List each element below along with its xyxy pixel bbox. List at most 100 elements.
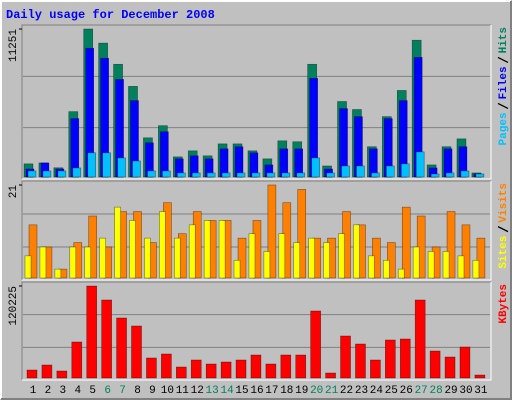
bar bbox=[235, 359, 247, 379]
x-tick-label: 1 bbox=[30, 385, 37, 397]
panel-edge-dark bbox=[21, 281, 491, 380]
legend-entry: KBytes bbox=[498, 284, 510, 324]
x-tick-label: 13 bbox=[206, 385, 219, 397]
bar bbox=[205, 363, 217, 379]
bar bbox=[266, 172, 276, 178]
bar bbox=[146, 357, 157, 379]
bar bbox=[341, 165, 350, 178]
bar bbox=[54, 268, 62, 279]
x-tick-label: 17 bbox=[265, 385, 278, 397]
x-tick-label: 4 bbox=[74, 385, 81, 397]
bar bbox=[86, 285, 98, 379]
bar bbox=[293, 242, 301, 279]
bar bbox=[84, 246, 92, 279]
bar bbox=[427, 251, 435, 279]
bar bbox=[325, 372, 336, 379]
bar bbox=[237, 237, 247, 279]
x-tick-label: 12 bbox=[191, 385, 204, 397]
bar bbox=[295, 354, 307, 379]
bar bbox=[160, 131, 169, 178]
bar bbox=[474, 374, 486, 379]
x-tick-label: 31 bbox=[474, 385, 488, 397]
x-tick-label: 28 bbox=[430, 385, 443, 397]
bar bbox=[412, 246, 420, 279]
bar bbox=[161, 353, 172, 379]
x-tick-label: 7 bbox=[119, 385, 126, 397]
x-tick-label: 22 bbox=[340, 385, 353, 397]
bar bbox=[368, 255, 375, 279]
legend-separator bbox=[497, 102, 509, 110]
bar bbox=[233, 259, 241, 279]
bar bbox=[399, 338, 411, 379]
bar bbox=[188, 224, 196, 279]
bar bbox=[218, 220, 226, 279]
bar bbox=[159, 211, 166, 279]
bar bbox=[69, 246, 77, 279]
bar bbox=[401, 206, 411, 279]
panel-edge-light bbox=[22, 181, 492, 281]
bar bbox=[353, 224, 360, 279]
x-tick-label: 19 bbox=[295, 385, 308, 397]
bar bbox=[281, 172, 291, 178]
legend-entry: Files bbox=[498, 66, 510, 99]
legend-entry: Pages bbox=[498, 112, 510, 145]
x-tick-label: 16 bbox=[250, 385, 263, 397]
bar bbox=[297, 189, 307, 279]
bar bbox=[234, 146, 244, 178]
bar bbox=[444, 356, 456, 379]
x-tick-label: 20 bbox=[310, 385, 323, 397]
bar bbox=[400, 163, 410, 178]
bar bbox=[28, 224, 38, 279]
bar bbox=[386, 165, 395, 178]
bar bbox=[461, 224, 471, 279]
panel-edge-light bbox=[22, 282, 492, 381]
bar bbox=[371, 172, 380, 178]
bar bbox=[147, 170, 156, 178]
bar bbox=[356, 165, 365, 178]
bar bbox=[442, 251, 450, 279]
x-tick-label: 9 bbox=[149, 385, 156, 397]
y-tick-label: 11251 bbox=[8, 29, 20, 62]
bar bbox=[296, 172, 306, 178]
bar bbox=[267, 184, 277, 279]
bar bbox=[355, 343, 366, 379]
x-tick-label: 24 bbox=[370, 385, 384, 397]
x-tick-label: 10 bbox=[161, 385, 174, 397]
legend-entry: Hits bbox=[498, 27, 510, 53]
bar bbox=[460, 170, 470, 178]
bar bbox=[102, 152, 111, 178]
bar bbox=[27, 170, 37, 178]
bar bbox=[129, 220, 136, 279]
bar bbox=[429, 350, 441, 379]
bar bbox=[476, 237, 486, 279]
bar bbox=[308, 237, 315, 279]
bar bbox=[57, 170, 67, 178]
bar bbox=[370, 359, 381, 379]
x-tick-label: 25 bbox=[385, 385, 398, 397]
bar bbox=[71, 341, 83, 379]
bar bbox=[203, 220, 211, 279]
legend: Pages Files Hits bbox=[498, 27, 510, 145]
x-tick-label: 11 bbox=[176, 385, 190, 397]
bar bbox=[131, 325, 142, 379]
x-tick-label: 18 bbox=[280, 385, 293, 397]
bar bbox=[457, 255, 465, 279]
panel-edge-dark bbox=[21, 24, 491, 179]
bar bbox=[41, 364, 53, 379]
legend: Sites Visits bbox=[498, 183, 510, 269]
bar bbox=[385, 339, 396, 379]
bar bbox=[414, 299, 426, 379]
x-tick-label: 8 bbox=[134, 385, 141, 397]
bar bbox=[236, 172, 246, 178]
bar bbox=[26, 369, 38, 379]
bar bbox=[310, 310, 321, 379]
legend-separator bbox=[497, 226, 509, 233]
bar bbox=[475, 173, 485, 178]
bar bbox=[326, 172, 335, 178]
bar bbox=[174, 237, 181, 279]
bar bbox=[250, 354, 262, 379]
x-tick-label: 26 bbox=[400, 385, 413, 397]
x-tick-label: 29 bbox=[444, 385, 457, 397]
